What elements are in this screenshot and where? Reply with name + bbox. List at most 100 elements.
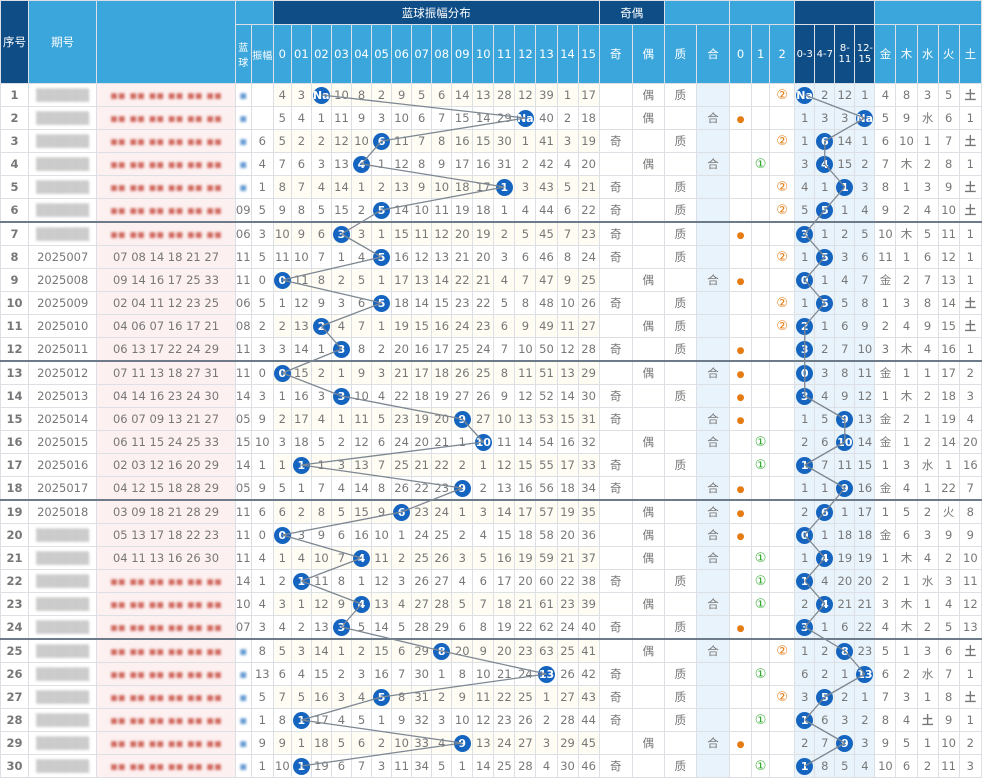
header-amp-12: 12 bbox=[514, 24, 537, 84]
element-cell-2: 7 bbox=[916, 268, 939, 292]
element-cell-2: 1 bbox=[916, 129, 939, 153]
amplitude-ball: 5 bbox=[373, 294, 391, 312]
element-cell-0: 4 bbox=[874, 615, 897, 640]
amp-cell-11: 5 bbox=[493, 291, 516, 315]
redacted-numbers: ▪▪ ▪▪ ▪▪ ▪▪ ▪▪ ▪▪ bbox=[110, 227, 222, 241]
row-red-numbers: ▪▪ ▪▪ ▪▪ ▪▪ ▪▪ ▪▪ bbox=[96, 106, 236, 130]
amp-cell-7: 26 bbox=[411, 569, 433, 593]
amplitude-ball: 5 bbox=[373, 688, 391, 706]
amp-cell-0: 5 bbox=[272, 129, 292, 153]
amp-cell-13: 40 bbox=[535, 106, 558, 130]
mod3-cell-1: ① bbox=[751, 453, 771, 477]
amp-cell-9: 22 bbox=[451, 268, 474, 292]
range-cell-1: 6 bbox=[814, 129, 836, 153]
row-red-numbers: ▪▪ ▪▪ ▪▪ ▪▪ ▪▪ ▪▪ bbox=[96, 569, 236, 593]
header-amp-01: 01 bbox=[290, 24, 312, 84]
amp-cell-7: 25 bbox=[411, 546, 433, 570]
range-cell-2: 1 bbox=[834, 499, 856, 524]
row-amplitude: 1 bbox=[250, 175, 274, 199]
mod3-cell-1 bbox=[751, 685, 771, 709]
element-cell-3: 19 bbox=[937, 407, 960, 431]
row-issue: ▒▒▒▒▒▒ bbox=[28, 83, 98, 107]
amp-cell-13: 51 bbox=[535, 360, 558, 385]
amp-cell-0: 0 bbox=[272, 360, 292, 385]
header-amp-14: 14 bbox=[556, 24, 579, 84]
mod3-cell-0 bbox=[729, 83, 753, 107]
range-cell-1: 1 bbox=[814, 175, 836, 199]
amp-cell-8: 20 bbox=[431, 407, 453, 431]
range-cell-3: 19 bbox=[854, 546, 876, 570]
amp-cell-9: 9 bbox=[451, 476, 474, 501]
range-cell-0: 1 bbox=[794, 129, 816, 153]
row-amplitude: 1 bbox=[250, 708, 274, 732]
header-element-3: 火 bbox=[937, 24, 960, 84]
parity-even: 偶 bbox=[631, 83, 665, 107]
element-cell-3: 5 bbox=[937, 615, 960, 640]
amp-cell-3: 11 bbox=[330, 106, 352, 130]
element-cell-3: 6 bbox=[937, 106, 960, 130]
mod3-cell-0 bbox=[729, 662, 753, 686]
parity-odd: 奇 bbox=[598, 245, 633, 269]
range-cell-1: 7 bbox=[814, 453, 836, 477]
amp-cell-7: 27 bbox=[411, 592, 433, 616]
amp-cell-3: 2 bbox=[330, 430, 352, 454]
amp-cell-1: 18 bbox=[290, 430, 312, 454]
amp-cell-11: 23 bbox=[493, 708, 516, 732]
range-cell-2: 1 bbox=[834, 662, 856, 686]
range-cell-3: 9 bbox=[854, 314, 876, 338]
prime-cell: 质 bbox=[663, 662, 697, 686]
row-blue-number: 08 bbox=[234, 314, 252, 338]
redacted-issue: ▒▒▒▒▒▒ bbox=[36, 134, 90, 148]
prime-cell bbox=[663, 407, 697, 431]
element-cell-2: 2 bbox=[916, 615, 939, 640]
amp-cell-15: 23 bbox=[577, 221, 600, 246]
amp-cell-10: 10 bbox=[472, 662, 495, 686]
amplitude-ball: 9 bbox=[453, 734, 471, 752]
amplitude-ball: 5 bbox=[373, 248, 391, 266]
row-amplitude: 8 bbox=[250, 638, 274, 663]
range-cell-2: 3 bbox=[834, 708, 856, 732]
amp-cell-12: 17 bbox=[514, 499, 537, 524]
range-cell-2: 3 bbox=[834, 245, 856, 269]
amp-cell-8: 9 bbox=[431, 152, 453, 176]
amp-cell-8: 22 bbox=[431, 453, 453, 477]
amp-cell-14: 16 bbox=[556, 430, 579, 454]
prime-cell bbox=[663, 546, 697, 570]
mod3-cell-0 bbox=[729, 129, 753, 153]
element-cell-0: 8 bbox=[874, 708, 897, 732]
parity-odd bbox=[598, 638, 633, 663]
amp-cell-14: 24 bbox=[556, 615, 579, 640]
composite-cell bbox=[695, 708, 731, 732]
parity-even bbox=[631, 476, 665, 501]
mod3-cell-1: ① bbox=[751, 546, 771, 570]
element-cell-1: 1 bbox=[895, 245, 918, 269]
amp-cell-13: 47 bbox=[535, 268, 558, 292]
row-amplitude: 1 bbox=[250, 754, 274, 778]
row-issue: 2025008 bbox=[28, 268, 98, 292]
amp-cell-3: 6 bbox=[330, 754, 352, 778]
amp-cell-5: 5 bbox=[371, 245, 393, 269]
prime-cell: 质 bbox=[663, 615, 697, 640]
amp-cell-8: 7 bbox=[431, 106, 453, 130]
amp-cell-3: 13 bbox=[330, 152, 352, 176]
amp-cell-14: 21 bbox=[556, 546, 579, 570]
element-cell-2: 1 bbox=[916, 407, 939, 431]
amp-cell-11: 13 bbox=[493, 476, 516, 501]
row-seq: 7 bbox=[0, 221, 30, 246]
row-red-numbers: 03 09 18 21 28 29 bbox=[96, 499, 236, 524]
element-cell-0: 10 bbox=[874, 221, 897, 246]
amp-cell-5: 11 bbox=[371, 546, 393, 570]
amp-cell-11: 29 bbox=[493, 106, 516, 130]
amp-cell-0: 7 bbox=[272, 685, 292, 709]
amp-cell-3: 6 bbox=[330, 523, 352, 547]
amp-cell-9: 9 bbox=[451, 407, 474, 431]
element-cell-1: 木 bbox=[895, 152, 918, 176]
mod3-cell-1 bbox=[751, 245, 771, 269]
composite-cell bbox=[695, 314, 731, 338]
mod3-cell-2: ② bbox=[769, 638, 796, 663]
mod3-cell-0: ● bbox=[729, 221, 753, 246]
range-cell-1: 4 bbox=[814, 152, 836, 176]
row-red-numbers: 07 11 13 18 27 31 bbox=[96, 360, 236, 385]
redacted-blue: ▪ bbox=[239, 644, 248, 658]
amp-cell-11: 18 bbox=[493, 592, 516, 616]
